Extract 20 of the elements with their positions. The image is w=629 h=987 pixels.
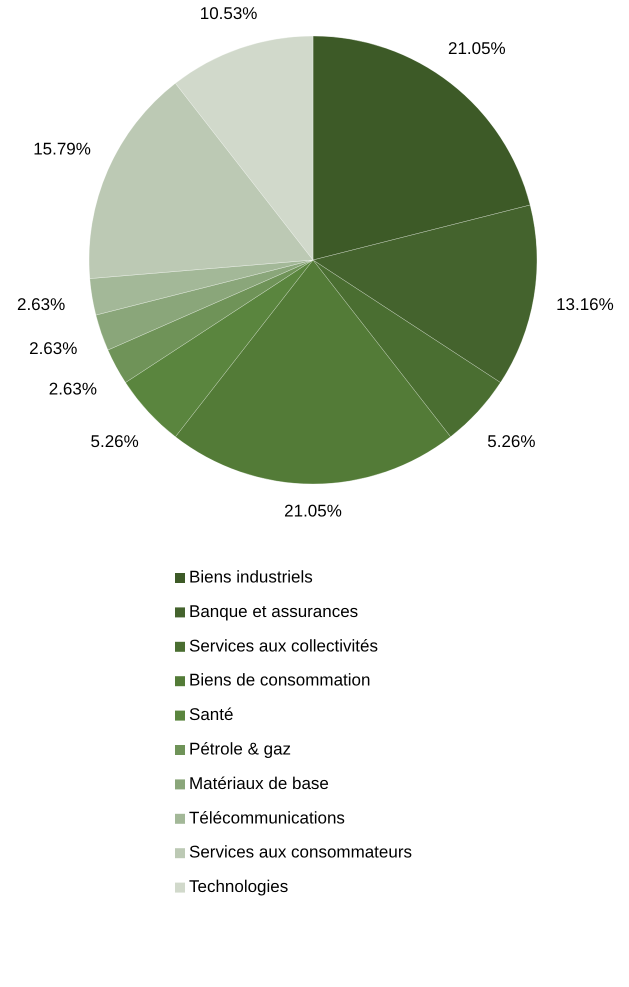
data-label: 2.63% [17,294,66,314]
data-label: 10.53% [200,4,258,23]
data-label: 21.05% [284,501,342,520]
legend-label: Technologies [189,877,288,896]
legend-label: Télécommunications [189,808,345,828]
legend-label: Pétrole & gaz [189,739,292,758]
data-label: 15.79% [33,140,91,159]
data-label: 21.05% [448,38,506,58]
data-label: 13.16% [556,294,614,314]
legend-label: Matériaux de base [189,774,329,793]
data-label: 2.63% [29,338,78,358]
legend-label: Banque et assurances [189,602,358,621]
data-label: 5.26% [90,432,139,452]
legend-label: Services aux consommateurs [189,842,412,862]
legend-label: Biens industriels [189,567,313,586]
legend-label: Services aux collectivités [189,636,378,656]
data-label: 2.63% [48,380,97,399]
legend-label: Santé [189,705,234,724]
legend-label: Biens de consommation [189,670,370,690]
data-label: 5.26% [487,432,536,452]
